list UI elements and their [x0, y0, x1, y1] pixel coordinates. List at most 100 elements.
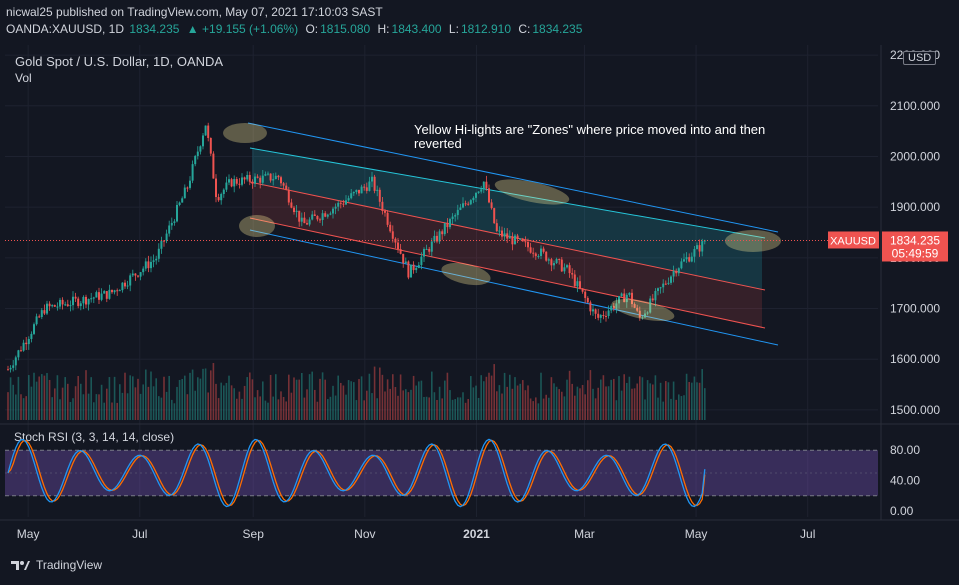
candle-body	[680, 261, 683, 269]
candle-body	[300, 217, 303, 222]
volume-bar	[459, 397, 462, 420]
volume-bar	[158, 396, 160, 420]
candle-body	[27, 338, 30, 345]
candle-body	[74, 296, 77, 299]
tradingview-brand[interactable]: TradingView	[10, 558, 102, 572]
time-tick-label: Nov	[354, 527, 375, 541]
stoch-d-line	[7, 439, 706, 507]
volume-bar	[405, 389, 407, 420]
volume-bar	[163, 376, 165, 420]
candle-body	[324, 213, 327, 217]
volume-bar	[212, 363, 215, 420]
volume-bar	[412, 375, 415, 420]
volume-bar	[220, 382, 222, 420]
candle-body	[516, 235, 519, 240]
volume-bar	[379, 367, 381, 420]
candle-body	[352, 191, 355, 194]
volume-bar	[67, 383, 69, 420]
volume-bar	[678, 394, 680, 420]
candle-body	[631, 292, 633, 305]
volume-bar	[306, 389, 308, 420]
zone-highlights	[223, 123, 781, 322]
volume-bar	[441, 398, 443, 420]
candle-body	[53, 305, 56, 307]
candle-body	[698, 245, 701, 252]
candle-body	[407, 261, 410, 278]
candle-body	[495, 223, 498, 232]
volume-bar	[321, 372, 324, 420]
volume-bar	[701, 369, 703, 420]
candle-body	[254, 176, 256, 184]
price-tick-label: 1900.000	[890, 200, 940, 214]
zone-highlight	[494, 179, 570, 205]
volume-bar	[368, 373, 371, 420]
candle-body	[311, 214, 314, 220]
volume-bar	[74, 386, 77, 420]
brand-label: TradingView	[36, 558, 103, 572]
candle-body	[675, 271, 678, 274]
volume-bar	[503, 372, 506, 420]
volume-bar	[428, 397, 430, 420]
candle-body	[597, 313, 600, 318]
candle-body	[542, 248, 545, 252]
volume-bar	[246, 377, 248, 420]
candle-body	[662, 283, 665, 288]
volume-bar	[147, 386, 150, 420]
volume-bar	[633, 388, 636, 420]
volume-bar	[137, 378, 139, 420]
currency-button[interactable]: USD	[903, 51, 937, 65]
volume-bar	[358, 379, 360, 420]
volume-bar	[25, 396, 27, 420]
volume-bar	[446, 372, 449, 420]
volume-bar	[267, 402, 269, 420]
candle-body	[558, 258, 561, 260]
volume-bar	[477, 397, 480, 420]
volume-bar	[423, 397, 425, 420]
volume-bar	[301, 372, 303, 420]
candle-body	[654, 290, 657, 301]
candle-body	[129, 275, 132, 286]
symbol-label[interactable]: OANDA:XAUUSD, 1D	[6, 22, 125, 36]
candle-body	[160, 240, 163, 249]
candle-body	[134, 273, 137, 276]
candle-body	[108, 289, 111, 299]
candle-body	[472, 197, 475, 201]
candle-body	[521, 238, 524, 242]
stoch-k-line	[7, 438, 706, 508]
volume-bar	[98, 394, 100, 420]
volume-bar	[662, 401, 664, 420]
volume-bar	[626, 382, 628, 420]
volume-bar	[548, 397, 550, 420]
candle-body	[638, 310, 641, 318]
volume-bar	[555, 386, 558, 420]
candle-body	[607, 310, 610, 316]
candle-body	[272, 179, 275, 181]
volume-bar	[444, 380, 446, 420]
time-tick-label: Mar	[574, 527, 595, 541]
candle-body	[230, 179, 233, 187]
volume-bar	[54, 388, 56, 420]
candle-body	[410, 264, 412, 278]
candle-body	[438, 231, 441, 242]
candle-body	[152, 260, 155, 262]
candle-body	[633, 304, 636, 308]
volume-bar	[72, 398, 74, 420]
candle-body	[85, 296, 87, 305]
candle-body	[488, 188, 490, 203]
volume-bar	[215, 383, 217, 420]
volume-bar	[103, 402, 105, 420]
candle-body	[534, 253, 537, 257]
publish-info: nicwal25 published on TradingView.com, M…	[6, 5, 383, 19]
candle-body	[433, 235, 436, 242]
candle-body	[259, 177, 262, 183]
candle-body	[35, 316, 38, 325]
candle-body	[90, 298, 93, 300]
volume-bar	[269, 374, 272, 420]
volume-bar	[259, 396, 261, 420]
volume-bar	[165, 391, 168, 420]
volume-bar	[501, 393, 503, 420]
time-tick-label: Jul	[132, 527, 147, 541]
open-label: O:	[305, 22, 319, 36]
candle-body	[345, 200, 347, 205]
